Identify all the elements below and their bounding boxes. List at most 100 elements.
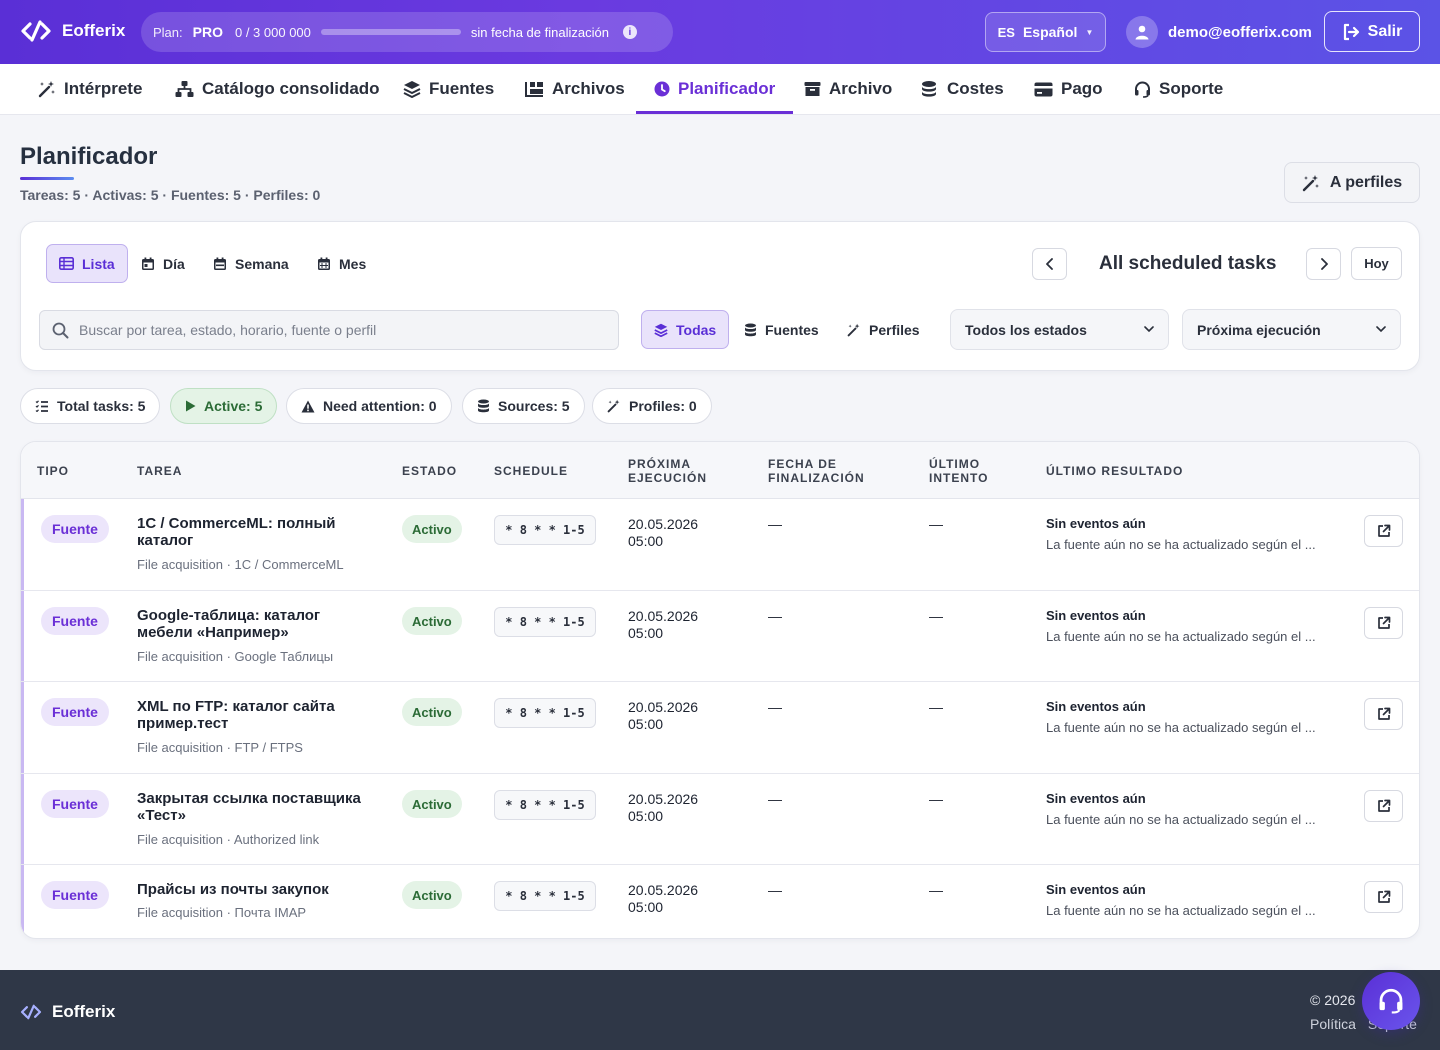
prev-period-button[interactable] — [1032, 248, 1067, 280]
stat-active[interactable]: Active: 5 — [170, 388, 278, 424]
nav-item-soporte[interactable]: Soporte — [1134, 64, 1223, 114]
open-task-button[interactable] — [1364, 698, 1403, 730]
nav-item-interprete[interactable]: Intérprete — [38, 64, 142, 114]
last-attempt: — — [929, 791, 943, 807]
cron-expression: * 8 * * 1-5 — [494, 790, 596, 820]
type-badge: Fuente — [41, 515, 109, 543]
task-subtitle: File acquisition · Почта IMAP — [137, 905, 307, 920]
plan-usage-pill: Plan: PRO 0 / 3 000 000 sin fecha de fin… — [141, 12, 673, 52]
nav-item-pago[interactable]: Pago — [1034, 64, 1103, 114]
column-tipo[interactable]: Tipo — [37, 464, 70, 478]
magic-wand-icon — [847, 323, 860, 336]
stat-label: Need attention: 0 — [323, 398, 437, 414]
view-label: Semana — [235, 255, 289, 272]
view-week-button[interactable]: Semana — [201, 244, 301, 283]
open-task-button[interactable] — [1364, 515, 1403, 547]
type-sources-button[interactable]: Fuentes — [732, 310, 831, 349]
to-profiles-button[interactable]: A perfiles — [1284, 162, 1420, 203]
status-badge: Activo — [402, 881, 462, 909]
type-label: Todas — [676, 321, 717, 338]
next-period-button[interactable] — [1306, 248, 1341, 280]
column-tarea[interactable]: Tarea — [137, 464, 183, 478]
result-title: Sin eventos aún — [1046, 791, 1146, 806]
type-profiles-button[interactable]: Perfiles — [835, 310, 932, 349]
type-all-button[interactable]: Todas — [641, 310, 730, 349]
last-attempt: — — [929, 516, 943, 532]
open-task-button[interactable] — [1364, 790, 1403, 822]
result-text: La fuente aún no se ha actualizado según… — [1046, 629, 1316, 644]
view-day-button[interactable]: Día — [129, 244, 197, 283]
column-fecha-finalizacion[interactable]: Fecha de finalización — [768, 457, 865, 485]
plan-label: Plan: — [153, 24, 183, 40]
external-link-icon — [1377, 524, 1390, 537]
open-task-button[interactable] — [1364, 607, 1403, 639]
column-proxima-ejecucion[interactable]: Próxima ejecución — [628, 457, 708, 485]
calendar-icon — [318, 257, 330, 270]
external-link-icon — [1377, 616, 1390, 629]
task-name[interactable]: Google-таблица: каталог мебели «Например… — [137, 607, 321, 641]
plan-end-date: sin fecha de finalización — [470, 24, 609, 40]
column-schedule[interactable]: Schedule — [494, 464, 569, 478]
nav-item-catalogo-consolidado[interactable]: Catálogo consolidado — [175, 64, 380, 114]
info-icon[interactable]: i — [622, 25, 637, 39]
footer: Eofferix © 2026 Política Soporte — [0, 970, 1440, 1050]
table-row[interactable]: Fuente Прайсы из почты закупок File acqu… — [21, 865, 1419, 938]
footer-link-politica[interactable]: Política — [1310, 1016, 1356, 1032]
tasks-table: Tipo Tarea Estado Schedule Próxima ejecu… — [20, 441, 1420, 939]
footer-brand[interactable]: Eofferix — [20, 1002, 115, 1022]
open-task-button[interactable] — [1364, 881, 1403, 913]
table-row[interactable]: Fuente 1C / CommerceML: полный каталог F… — [21, 499, 1419, 591]
task-name[interactable]: XML по FTP: каталог сайта пример.тест — [137, 698, 335, 732]
search-icon — [52, 322, 69, 338]
footer-brand-name: Eofferix — [52, 1002, 116, 1021]
language-selector[interactable]: ES Español ▼ — [985, 12, 1106, 52]
stat-need-attention[interactable]: Need attention: 0 — [286, 388, 452, 424]
status-select[interactable]: Todos los estados — [950, 309, 1169, 350]
nav-item-fuentes[interactable]: Fuentes — [403, 64, 494, 114]
today-button[interactable]: Hoy — [1351, 247, 1402, 280]
next-run: 20.05.2026 05:00 — [628, 882, 699, 915]
type-label: Fuentes — [765, 321, 819, 338]
view-month-button[interactable]: Mes — [305, 244, 378, 283]
result-text: La fuente aún no se ha actualizado según… — [1046, 903, 1316, 918]
nav-label: Planificador — [678, 79, 776, 98]
main-nav: Intérprete Catálogo consolidado Fuentes … — [0, 64, 1440, 115]
list-icon — [35, 400, 48, 412]
stat-total-tasks[interactable]: Total tasks: 5 — [20, 388, 161, 424]
search-input[interactable] — [79, 322, 599, 338]
column-ultimo-resultado[interactable]: Último resultado — [1046, 464, 1184, 478]
task-name[interactable]: Закрытая ссылка поставщика «Тест» — [137, 790, 361, 824]
nav-item-costes[interactable]: Costes — [921, 64, 1004, 114]
logout-button[interactable]: Salir — [1324, 11, 1420, 52]
table-row[interactable]: Fuente Закрытая ссылка поставщика «Тест»… — [21, 774, 1419, 865]
table-row[interactable]: Fuente Google-таблица: каталог мебели «Н… — [21, 591, 1419, 682]
cron-expression: * 8 * * 1-5 — [494, 698, 596, 728]
column-ultimo-intento[interactable]: Último intento — [929, 457, 989, 485]
user-menu[interactable]: demo@eofferix.com — [1126, 16, 1312, 48]
view-label: Mes — [339, 255, 367, 272]
external-link-icon — [1377, 707, 1390, 720]
result-text: La fuente aún no se ha actualizado según… — [1046, 812, 1316, 827]
result-title: Sin eventos aún — [1046, 882, 1146, 897]
sitemap-icon — [175, 81, 194, 97]
task-name[interactable]: Прайсы из почты закупок — [137, 881, 329, 898]
view-list-button[interactable]: Lista — [46, 244, 128, 283]
stat-sources[interactable]: Sources: 5 — [462, 388, 585, 424]
search-box[interactable] — [39, 310, 619, 350]
nav-item-archivos[interactable]: Archivos — [525, 64, 625, 114]
database-icon — [478, 399, 489, 413]
view-label: Lista — [82, 255, 115, 272]
task-subtitle: File acquisition · FTP / FTPS — [137, 740, 303, 755]
stat-profiles[interactable]: Profiles: 0 — [592, 388, 712, 424]
sort-select[interactable]: Próxima ejecución — [1182, 309, 1401, 350]
nav-item-planificador[interactable]: Planificador — [635, 64, 794, 114]
brand-logo[interactable]: Eofferix — [20, 18, 125, 44]
table-row[interactable]: Fuente XML по FTP: каталог сайта пример.… — [21, 682, 1419, 774]
plan-name: PRO — [192, 24, 223, 40]
cron-expression: * 8 * * 1-5 — [494, 607, 596, 637]
help-chat-button[interactable] — [1362, 972, 1420, 1030]
language-code: ES — [997, 24, 1015, 40]
column-estado[interactable]: Estado — [402, 464, 458, 478]
nav-item-archivo[interactable]: Archivo — [804, 64, 892, 114]
task-name[interactable]: 1C / CommerceML: полный каталог — [137, 515, 336, 549]
